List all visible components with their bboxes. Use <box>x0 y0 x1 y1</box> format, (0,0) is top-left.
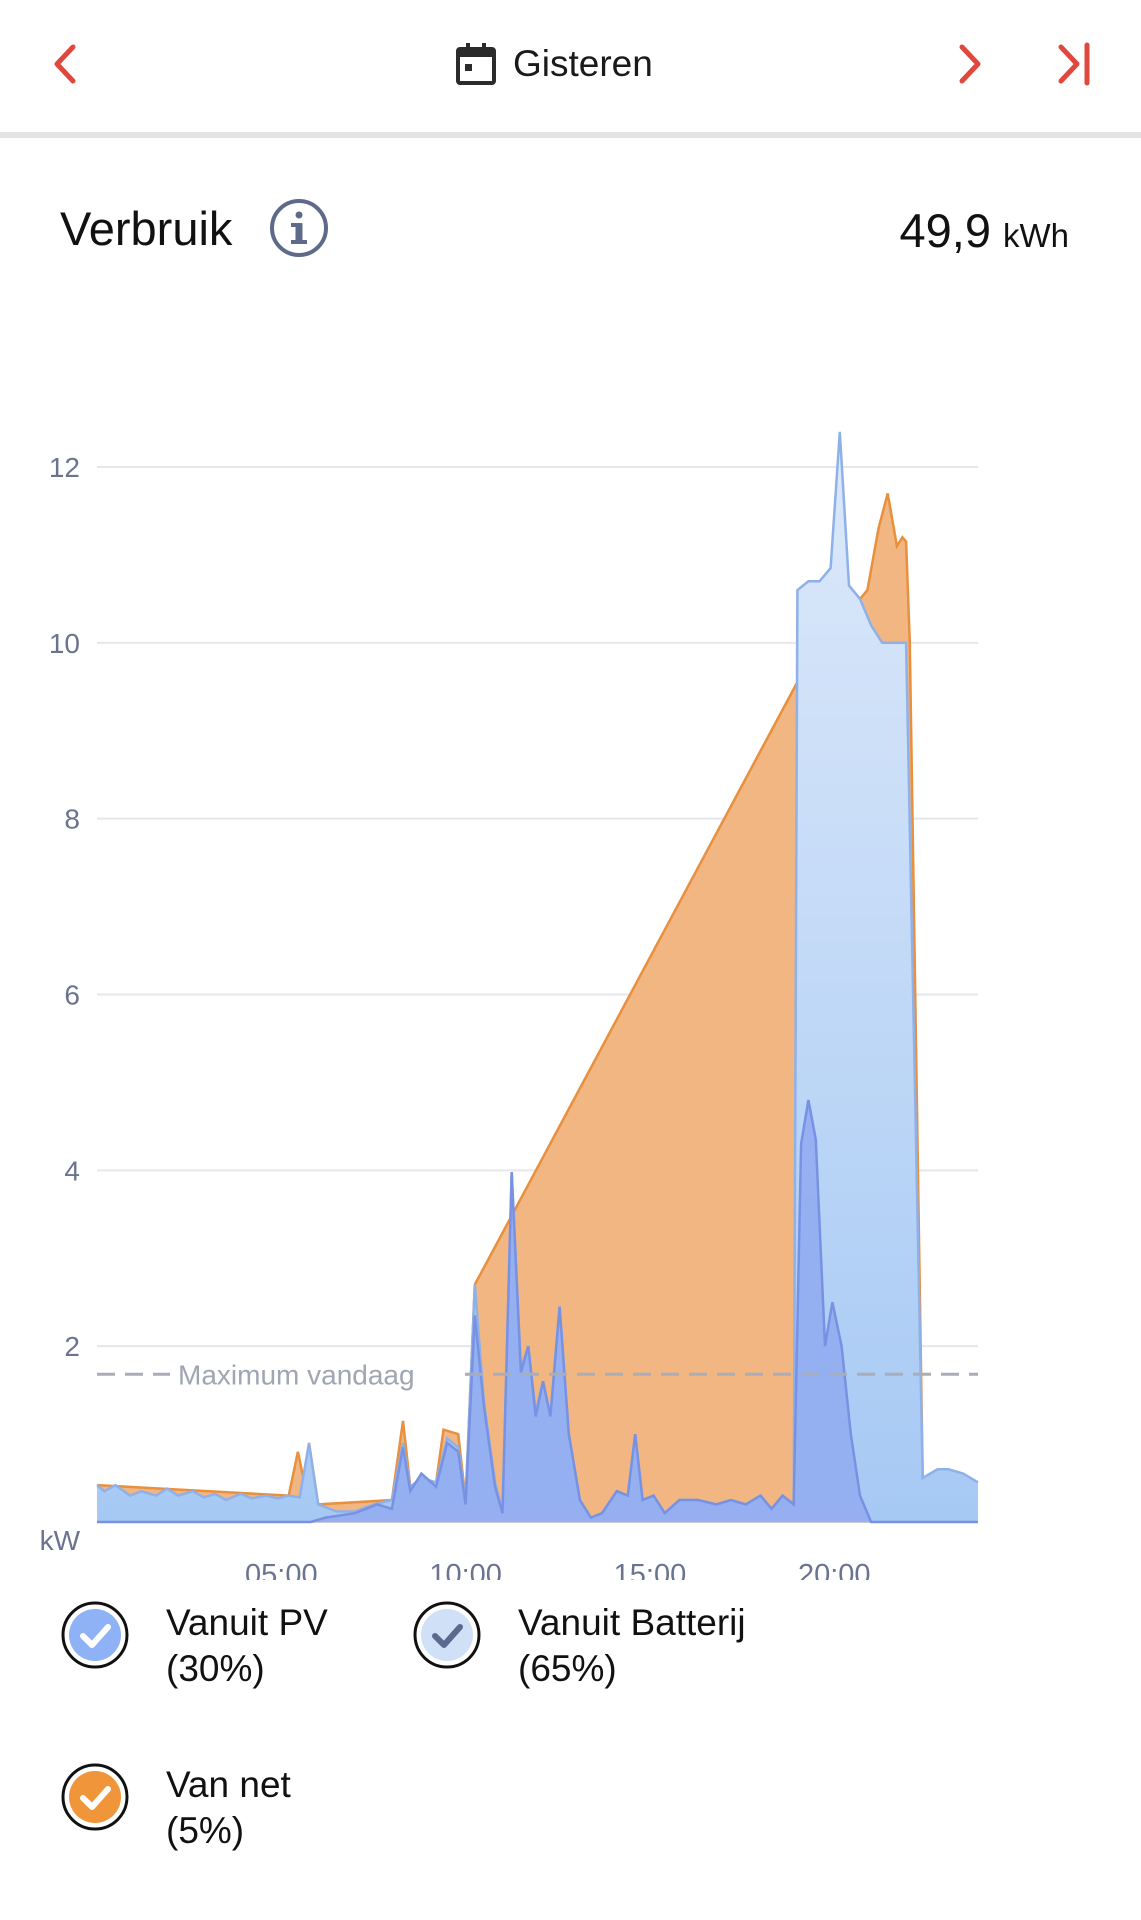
legend-series-percentage: (65%) <box>518 1648 617 1689</box>
check-icon <box>61 1601 129 1669</box>
date-label: Gisteren <box>513 43 653 84</box>
legend-series-percentage: (30%) <box>166 1648 265 1689</box>
last-day-button[interactable] <box>1045 34 1105 94</box>
legend-series-percentage: (5%) <box>166 1810 245 1851</box>
max-reference-label: Maximum vandaag <box>178 1359 415 1390</box>
previous-day-button[interactable] <box>35 34 95 94</box>
y-tick-label: 2 <box>64 1331 80 1362</box>
check-icon <box>413 1601 481 1669</box>
legend-item-pv[interactable]: Vanuit PV (30%) <box>60 1600 328 1692</box>
legend-series-name: Van net <box>166 1764 291 1805</box>
skip-to-end-icon <box>1058 42 1090 86</box>
y-tick-label: 4 <box>64 1155 80 1186</box>
y-tick-label: 8 <box>64 804 80 835</box>
info-button[interactable] <box>268 197 330 259</box>
series-area-vanuit-batterij <box>97 431 978 1522</box>
y-tick-label: 6 <box>64 980 80 1011</box>
legend-series-name: Vanuit PV <box>166 1602 328 1643</box>
top-bar: Gisteren <box>0 0 1141 132</box>
total-unit: kWh <box>1003 217 1069 254</box>
x-tick-label: 15:00 <box>614 1559 687 1580</box>
total-consumption: 49,9 kWh <box>900 203 1069 258</box>
y-tick-label: 12 <box>49 452 80 483</box>
series-area-vanuit-pv <box>97 1100 978 1522</box>
y-tick-label: 10 <box>49 628 80 659</box>
date-picker[interactable]: Gisteren <box>455 34 653 94</box>
legend-label: Van net (5%) <box>166 1762 291 1854</box>
legend-label: Vanuit PV (30%) <box>166 1600 328 1692</box>
x-tick-label: 10:00 <box>429 1559 502 1580</box>
legend-series-name: Vanuit Batterij <box>518 1602 746 1643</box>
total-value: 49,9 <box>899 204 991 257</box>
top-bar-divider <box>0 132 1141 138</box>
next-day-button[interactable] <box>940 34 1000 94</box>
check-icon <box>61 1763 129 1831</box>
calendar-icon <box>456 43 496 85</box>
legend-item-battery[interactable]: Vanuit Batterij (65%) <box>412 1600 746 1692</box>
chevron-right-icon <box>959 44 981 84</box>
x-tick-label: 20:00 <box>798 1559 871 1580</box>
series-line-vanuit-pv <box>97 1099 978 1524</box>
x-tick-label: 05:00 <box>245 1559 318 1580</box>
page-title: Verbruik <box>60 202 233 255</box>
consumption-chart: Maximum vandaag 2 4 6 8 10 12 kW 05:00 10:00 15:0… <box>0 400 1141 1591</box>
y-unit-label: kW <box>40 1525 81 1556</box>
legend-item-grid[interactable]: Van net (5%) <box>60 1762 291 1854</box>
legend-label: Vanuit Batterij (65%) <box>518 1600 746 1692</box>
info-icon <box>270 199 328 257</box>
series-area-van-net <box>97 493 978 1522</box>
chart-svg: Maximum vandaag 2 4 6 8 10 12 kW 05:00 10:00 15:0… <box>40 431 979 1591</box>
consumption-header: Verbruik 49,9 kWh <box>0 185 1141 275</box>
chevron-left-icon <box>54 44 76 84</box>
